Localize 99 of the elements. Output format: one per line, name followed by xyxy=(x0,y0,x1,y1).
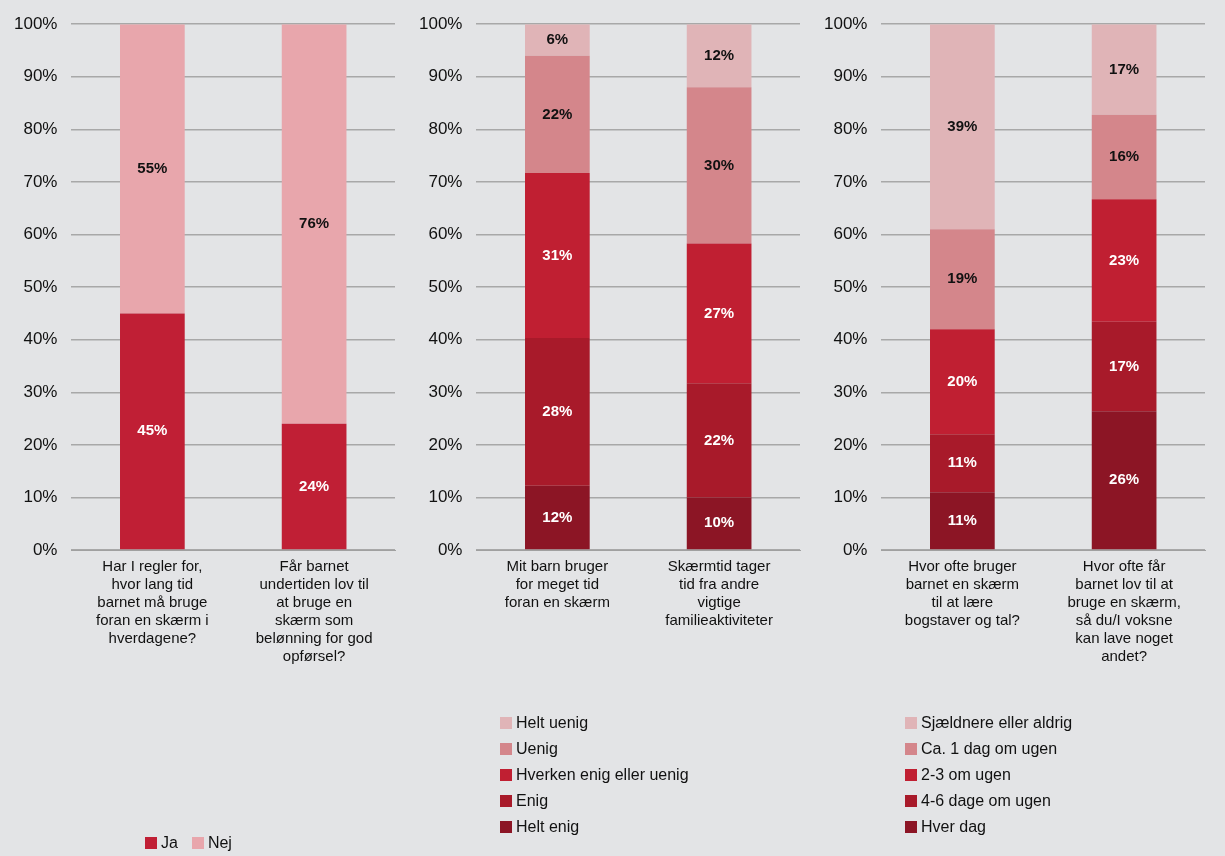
bar xyxy=(525,24,590,56)
data-label: 10% xyxy=(704,513,735,531)
y-tick-label: 20% xyxy=(23,434,58,454)
data-label: 22% xyxy=(542,104,573,122)
bar xyxy=(281,423,347,550)
y-tick-label: 0% xyxy=(437,539,463,559)
bar xyxy=(120,24,185,314)
x-tick-label: Har I regler for, hvor lang tid barnet må bruge foran en skærm i hverdagene? xyxy=(96,557,209,647)
data-label: 17% xyxy=(1109,356,1140,374)
data-label: 39% xyxy=(947,116,978,134)
bar xyxy=(1091,114,1157,200)
y-tick-label: 40% xyxy=(833,329,868,349)
data-label: 12% xyxy=(542,507,573,525)
y-tick-label: 10% xyxy=(833,487,868,507)
data-label: 23% xyxy=(1109,250,1140,268)
legend-label: Ja xyxy=(161,834,178,852)
y-tick-label: 60% xyxy=(428,224,463,244)
y-tick-label: 100% xyxy=(14,13,58,33)
y-tick-label: 100% xyxy=(824,13,868,33)
bar xyxy=(930,434,995,493)
y-tick-label: 50% xyxy=(833,276,868,296)
y-tick-label: 40% xyxy=(23,329,58,349)
legend-label: Enig xyxy=(516,792,549,810)
bar xyxy=(686,497,752,550)
y-tick-label: 80% xyxy=(833,119,868,139)
x-tick-label: Mit barn bruger for meget tid foran en skærm xyxy=(504,557,610,611)
legend-label: Nej xyxy=(207,834,232,852)
data-label: 27% xyxy=(704,303,735,321)
y-tick-label: 60% xyxy=(23,224,58,244)
data-label: 26% xyxy=(1109,470,1140,488)
legend-label: Uenig xyxy=(516,740,558,758)
y-tick-label: 10% xyxy=(428,487,463,507)
y-tick-label: 90% xyxy=(428,66,463,86)
bar xyxy=(120,313,185,550)
data-label: 55% xyxy=(137,158,168,176)
data-label: 28% xyxy=(542,402,573,420)
y-tick-label: 30% xyxy=(428,381,463,401)
data-label: 20% xyxy=(947,371,978,389)
y-tick-label: 60% xyxy=(833,224,868,244)
data-label: 31% xyxy=(542,245,573,263)
data-label: 45% xyxy=(137,421,168,439)
data-label: 16% xyxy=(1109,147,1140,165)
bar xyxy=(1091,411,1157,550)
bar xyxy=(1091,24,1157,115)
bar xyxy=(930,492,995,550)
bar xyxy=(930,24,995,230)
bar xyxy=(686,383,752,498)
y-tick-label: 50% xyxy=(23,276,58,296)
bar xyxy=(525,173,590,339)
y-tick-label: 50% xyxy=(428,276,463,296)
data-label: 19% xyxy=(947,269,978,287)
y-tick-label: 10% xyxy=(23,487,58,507)
x-tick-label: Hvor ofte får barnet lov til at bruge en skærm, så du/I voksne kan lave noget andet? xyxy=(1067,557,1181,665)
y-tick-label: 0% xyxy=(842,539,868,559)
y-tick-label: 30% xyxy=(833,381,868,401)
y-tick-label: 80% xyxy=(428,119,463,139)
legend-label: 4-6 dage om ugen xyxy=(921,792,1051,810)
data-label: 30% xyxy=(704,155,735,173)
data-label: 11% xyxy=(947,510,977,528)
legend-label: Hver dag xyxy=(921,818,986,836)
data-label: 24% xyxy=(299,476,330,494)
bar xyxy=(930,229,995,330)
y-tick-label: 90% xyxy=(23,66,58,86)
y-tick-label: 40% xyxy=(428,329,463,349)
x-tick-label: Skærmtid tager tid fra andre vigtige familieaktiviteter xyxy=(665,557,773,629)
bar xyxy=(686,87,752,244)
bar xyxy=(525,55,590,173)
y-tick-label: 20% xyxy=(428,434,463,454)
y-tick-label: 20% xyxy=(833,434,868,454)
y-tick-label: 70% xyxy=(833,171,868,191)
bar xyxy=(686,243,752,384)
bar xyxy=(686,24,752,88)
legend-label: Ca. 1 dag om ugen xyxy=(921,740,1058,758)
x-tick-label: Hvor ofte bruger barnet en skærm til at lære bogstaver og tal? xyxy=(904,557,1020,629)
data-label: 12% xyxy=(704,45,735,63)
y-tick-label: 0% xyxy=(32,539,58,559)
legend-label: Sjældnere eller aldrig xyxy=(921,714,1073,732)
data-label: 17% xyxy=(1109,59,1140,77)
data-label: 76% xyxy=(299,214,330,232)
data-label: 22% xyxy=(704,430,735,448)
y-tick-label: 100% xyxy=(419,13,463,33)
bar xyxy=(525,485,590,550)
bar xyxy=(1091,321,1157,412)
bar xyxy=(281,24,347,424)
legend-label: Hverken enig eller uenig xyxy=(516,766,689,784)
legend-label: Helt uenig xyxy=(516,714,589,732)
data-label: 11% xyxy=(947,453,977,471)
x-tick-label: Får barnet undertiden lov til at bruge en skærm som belønning for god opførsel? xyxy=(255,557,373,665)
y-tick-label: 70% xyxy=(428,171,463,191)
y-tick-label: 70% xyxy=(23,171,58,191)
y-tick-label: 80% xyxy=(23,119,58,139)
bar xyxy=(525,338,590,486)
y-tick-label: 30% xyxy=(23,381,58,401)
bar xyxy=(930,329,995,435)
data-label: 6% xyxy=(546,30,569,48)
y-tick-label: 90% xyxy=(833,66,868,86)
bar xyxy=(1091,199,1157,322)
legend-label: Helt enig xyxy=(516,818,580,836)
legend-label: 2-3 om ugen xyxy=(921,766,1011,784)
